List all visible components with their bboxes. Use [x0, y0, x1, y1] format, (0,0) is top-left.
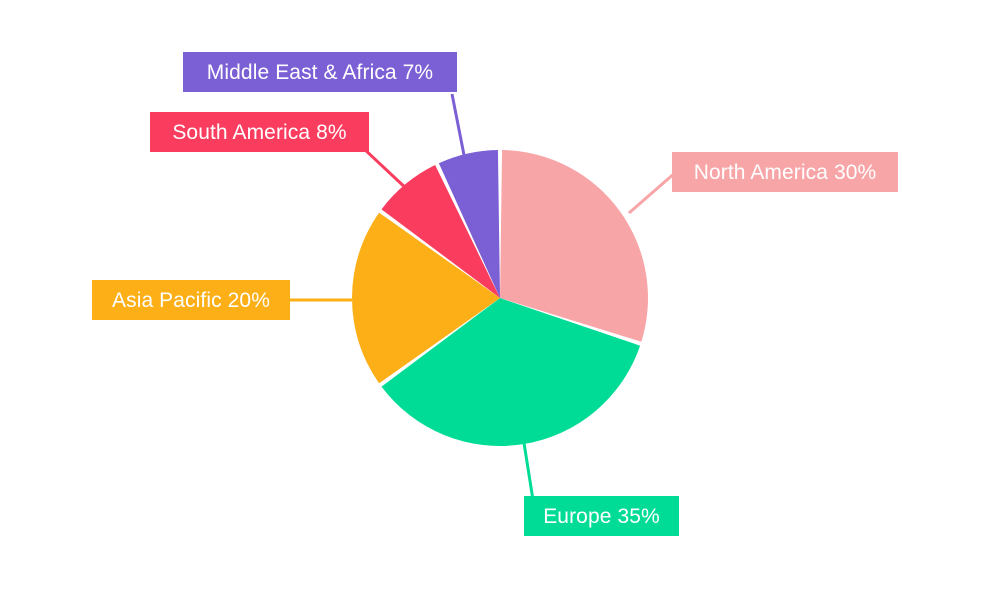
- slice-label-middle-east-africa[interactable]: Middle East & Africa 7%: [183, 52, 457, 92]
- pie-slice-middle-east-africa[interactable]: [438, 150, 500, 298]
- slice-label-text: South America 8%: [172, 120, 347, 144]
- slice-label-south-america[interactable]: South America 8%: [150, 112, 369, 152]
- pie-wedges-group: [351, 150, 648, 447]
- slice-label-europe[interactable]: Europe 35%: [524, 496, 679, 536]
- leader-line-europe: [522, 442, 535, 501]
- leader-line-south-america: [360, 145, 412, 194]
- pie-slice-north-america[interactable]: [500, 150, 648, 342]
- leader-line-middle-east-africa: [450, 93, 466, 156]
- slice-label-text: Asia Pacific 20%: [111, 288, 270, 312]
- slice-label-asia-pacific[interactable]: Asia Pacific 20%: [92, 280, 290, 320]
- leader-lines-group: [287, 93, 677, 501]
- leader-line-north-america: [628, 170, 677, 215]
- pie-slice-europe[interactable]: [381, 298, 641, 447]
- pie-slice-asia-pacific[interactable]: [351, 212, 500, 384]
- pie-slice-south-america[interactable]: [381, 164, 500, 298]
- slice-label-text: North America 30%: [693, 160, 877, 184]
- slice-label-text: Europe 35%: [543, 504, 660, 528]
- slice-label-north-america[interactable]: North America 30%: [672, 152, 898, 192]
- slice-label-text: Middle East & Africa 7%: [206, 60, 434, 84]
